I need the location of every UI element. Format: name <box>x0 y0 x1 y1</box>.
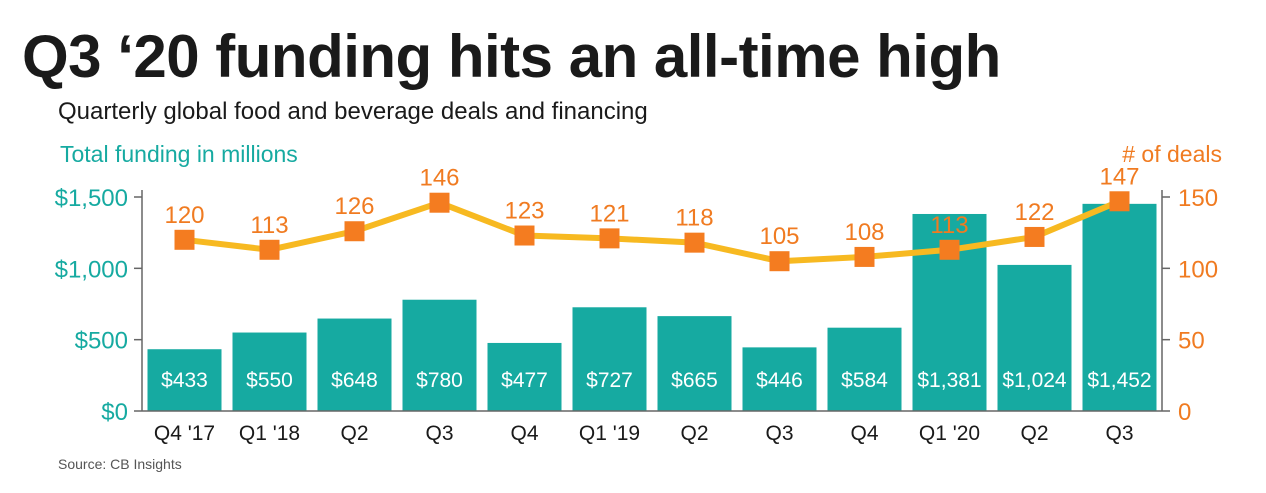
funding-bar-label: $446 <box>756 369 803 392</box>
deals-marker <box>514 225 535 246</box>
funding-bar <box>572 307 647 411</box>
right-axis-tick-label: 50 <box>1178 328 1205 355</box>
deals-marker <box>939 239 960 260</box>
funding-bar <box>147 349 222 411</box>
funding-bar <box>1082 203 1157 411</box>
right-y-axis: 0 50 100 150 # of deals <box>1122 141 1222 426</box>
funding-bar <box>487 342 562 411</box>
funding-bar <box>997 264 1072 411</box>
deals-value-label: 126 <box>334 193 374 220</box>
right-axis-tick-label: 150 <box>1178 185 1218 212</box>
x-axis-tick-label: Q1 '19 <box>579 422 640 445</box>
funding-bar-label: $780 <box>416 369 463 392</box>
x-axis-tick-label: Q3 <box>425 422 453 445</box>
deals-value-label: 123 <box>504 198 544 225</box>
deals-value-label: 122 <box>1014 199 1054 226</box>
deals-value-label: 113 <box>930 212 968 239</box>
deals-value-label: 146 <box>419 165 459 192</box>
funding-bar <box>827 327 902 411</box>
chart-subtitle: Quarterly global food and beverage deals… <box>58 98 648 125</box>
deals-marker <box>429 192 450 213</box>
x-axis-tick-label: Q3 <box>765 422 793 445</box>
funding-bar-label: $648 <box>331 369 378 392</box>
funding-bar-label: $727 <box>586 369 633 392</box>
deals-marker <box>259 239 280 260</box>
funding-bar-label: $477 <box>501 369 548 392</box>
left-axis-tick-label: $1,000 <box>55 256 128 283</box>
right-axis-tick-label: 0 <box>1178 399 1191 426</box>
left-y-axis: $0 $500 $1,000 $1,500 Total funding in milli… <box>55 141 298 426</box>
deals-marker <box>769 251 790 272</box>
funding-bar <box>657 316 732 411</box>
funding-bar-label: $665 <box>671 369 718 392</box>
x-axis-tick-label: Q3 <box>1105 422 1133 445</box>
left-axis-title: Total funding in millions <box>60 141 298 167</box>
deals-marker <box>1024 226 1045 247</box>
funding-bar <box>742 347 817 411</box>
x-axis-tick-label: Q4 <box>510 422 538 445</box>
x-axis-tick-label: Q2 <box>680 422 708 445</box>
deals-marker <box>599 228 620 249</box>
funding-bar-label: $584 <box>841 369 888 392</box>
deals-marker <box>344 221 365 242</box>
x-axis-tick-label: Q2 <box>340 422 368 445</box>
x-axis-tick-label: Q1 '20 <box>919 422 980 445</box>
deals-marker <box>1109 191 1130 212</box>
left-axis-tick-label: $0 <box>101 399 128 426</box>
right-axis-tick-label: 100 <box>1178 256 1218 283</box>
deals-value-label: 113 <box>250 212 288 239</box>
deals-marker <box>854 246 875 267</box>
x-axis-tick-label: Q4 '17 <box>154 422 215 445</box>
deals-value-label: 105 <box>759 223 799 250</box>
source-note: Source: CB Insights <box>58 456 182 472</box>
funding-bar-label: $1,452 <box>1087 369 1151 392</box>
funding-bars: $433 $550 $648 $780 $477 $727 $665 $446 $584 $1,3… <box>142 203 1162 412</box>
x-axis-tick-label: Q2 <box>1020 422 1048 445</box>
deals-marker <box>684 232 705 253</box>
deals-value-label: 147 <box>1099 163 1139 190</box>
x-axis-tick-label: Q1 '18 <box>239 422 300 445</box>
funding-bar <box>402 299 477 411</box>
deals-value-label: 121 <box>589 200 629 227</box>
deals-line: 120 113 126 146 123 121 118 105 108 113 122 147 <box>164 163 1140 272</box>
deals-value-label: 118 <box>675 205 713 232</box>
x-axis-tick-label: Q4 <box>850 422 878 445</box>
deals-marker <box>174 229 195 250</box>
chart-title: Q3 ‘20 funding hits an all-time high <box>22 23 1001 90</box>
funding-bar <box>317 318 392 411</box>
x-axis: Q4 '17 Q1 '18 Q2 Q3 Q4 Q1 '19 Q2 Q3 Q4 Q1 '20 Q2 Q3 <box>154 422 1134 445</box>
funding-bar-label: $433 <box>161 369 208 392</box>
right-axis-title: # of deals <box>1122 141 1222 167</box>
left-axis-tick-label: $1,500 <box>55 185 128 212</box>
funding-bar-label: $550 <box>246 369 293 392</box>
funding-bar <box>232 332 307 411</box>
funding-bar-label: $1,381 <box>917 369 981 392</box>
left-axis-tick-label: $500 <box>75 328 128 355</box>
funding-bar-label: $1,024 <box>1002 369 1067 392</box>
deals-line-path <box>184 198 1121 265</box>
deals-value-label: 120 <box>164 202 204 229</box>
deals-value-label: 108 <box>844 219 884 246</box>
